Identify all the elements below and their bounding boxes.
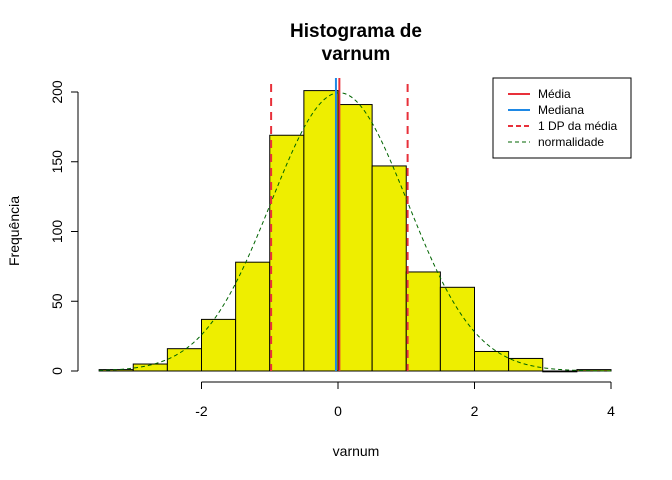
legend-label-dp: 1 DP da média <box>538 119 617 133</box>
chart-title-line-2: varnum <box>322 44 391 65</box>
y-tick-label-4: 200 <box>49 80 65 104</box>
x-axis-label: varnum <box>333 443 380 459</box>
x-tick-label-1: 0 <box>334 403 342 419</box>
y-axis: 0 50 100 150 200 <box>49 80 79 375</box>
legend-label-mediana: Mediana <box>538 103 584 117</box>
histogram-bar-11 <box>474 350 510 372</box>
legend-label-media: Média <box>538 87 571 101</box>
histogram-bar-7 <box>337 104 373 372</box>
histogram-bar-4 <box>235 261 271 372</box>
histogram-bar-3 <box>201 318 237 372</box>
x-tick-label-3: 4 <box>607 403 615 419</box>
x-axis: -2 0 2 4 <box>195 381 615 419</box>
reference-lines <box>270 78 409 371</box>
normal-curve-line <box>99 92 612 372</box>
y-axis-label: Frequência <box>6 196 22 266</box>
x-tick-label-0: -2 <box>195 403 208 419</box>
histogram-bar-8 <box>371 165 407 372</box>
legend-label-normalidade: normalidade <box>538 135 604 149</box>
histogram-bars <box>98 90 612 373</box>
histogram-bar-10 <box>439 286 475 372</box>
histogram-bar-9 <box>405 271 441 372</box>
legend: Média Mediana 1 DP da média normalidade <box>492 77 632 159</box>
histogram-bar-5 <box>269 134 305 372</box>
legend-box <box>492 77 632 159</box>
normal-curve-layer <box>99 92 612 372</box>
y-tick-label-0: 0 <box>49 367 65 375</box>
x-tick-label-2: 2 <box>471 403 479 419</box>
y-tick-label-2: 100 <box>49 220 65 244</box>
histogram-bar-6 <box>303 90 339 372</box>
y-tick-label-1: 50 <box>49 293 65 309</box>
chart-title-line-1: Histograma de <box>290 21 422 42</box>
histogram-bar-13 <box>542 370 578 373</box>
y-tick-label-3: 150 <box>49 150 65 174</box>
histogram-bar-2 <box>166 348 202 372</box>
